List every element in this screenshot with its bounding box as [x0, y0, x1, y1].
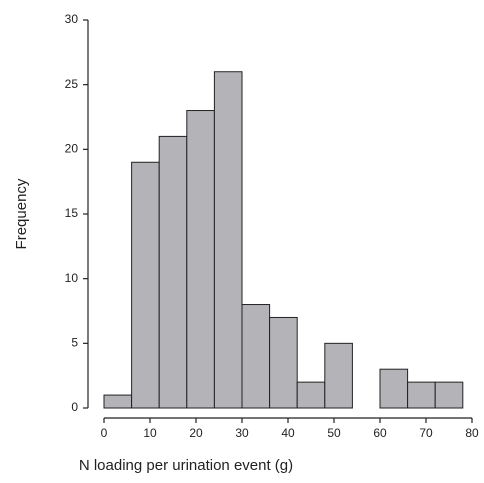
y-axis-label: Frequency: [13, 178, 30, 249]
y-tick-label: 10: [65, 271, 79, 285]
x-tick-label: 40: [281, 426, 295, 440]
x-tick-label: 20: [189, 426, 203, 440]
bar: [296, 381, 326, 409]
bar: [131, 161, 160, 409]
y-tick-label: 5: [71, 336, 78, 350]
y-tick-label: 0: [71, 400, 78, 414]
x-tick-label: 50: [327, 426, 341, 440]
bar: [269, 316, 298, 409]
bar: [324, 342, 353, 409]
y-tick-label: 30: [65, 12, 79, 26]
x-tick-label: 80: [465, 426, 479, 440]
x-tick-label: 30: [235, 426, 249, 440]
bar: [241, 304, 271, 409]
y-tick-label: 25: [65, 77, 79, 91]
bar: [186, 110, 215, 409]
x-tick-label: 0: [101, 426, 108, 440]
x-tick-label: 10: [143, 426, 157, 440]
x-tick-label: 60: [373, 426, 387, 440]
x-tick-label: 70: [419, 426, 433, 440]
bar: [407, 381, 436, 409]
bar: [158, 135, 188, 409]
bar: [434, 381, 464, 409]
y-tick-label: 15: [65, 206, 79, 220]
bar: [103, 394, 133, 409]
y-tick-label: 20: [65, 142, 79, 156]
bar: [213, 71, 243, 409]
bar: [379, 368, 409, 409]
x-axis-label: N loading per urination event (g): [79, 457, 293, 474]
